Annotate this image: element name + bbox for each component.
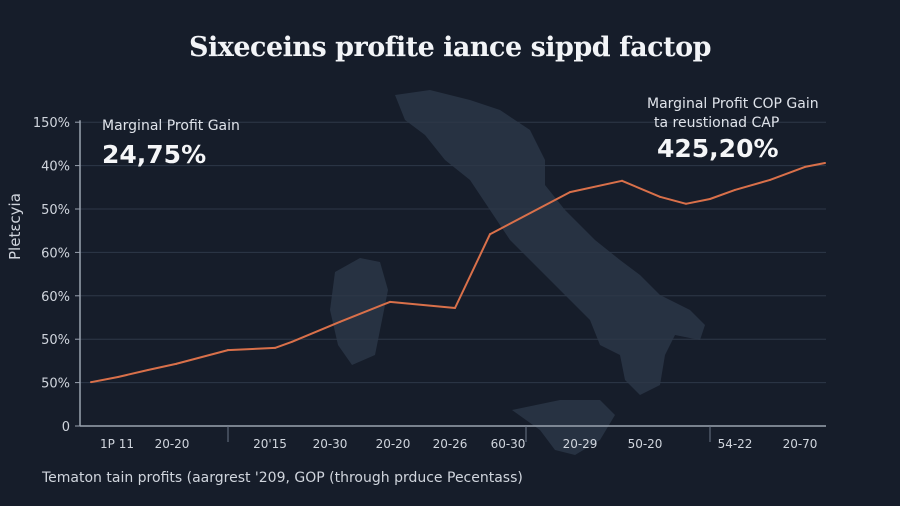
data-point <box>569 191 571 194</box>
data-point <box>709 198 711 201</box>
y-tick-label: 0 <box>62 420 70 435</box>
data-point <box>659 195 661 198</box>
data-point <box>90 381 92 384</box>
data-point <box>824 161 826 164</box>
y-tick-label: 50% <box>41 333 70 348</box>
y-axis-label: Pletɛcyia <box>6 193 24 260</box>
data-point <box>389 300 391 303</box>
y-tick-label: 40% <box>41 160 70 175</box>
data-point <box>489 233 491 236</box>
x-tick-label: 54-22 <box>718 437 753 451</box>
annotation-right-value: 425,20% <box>657 134 779 163</box>
x-tick-label: 20-26 <box>433 437 468 451</box>
data-point <box>804 165 806 168</box>
y-tick-label: 50% <box>41 377 70 392</box>
data-point <box>769 178 771 181</box>
x-tick-label: 60-30 <box>491 437 526 451</box>
x-tick-label: 20'15 <box>253 437 287 451</box>
chart-title: Sixeceins profite iance sippd factop <box>189 32 711 63</box>
x-tick-label: 50-20 <box>628 437 663 451</box>
italy-map-background <box>395 90 705 395</box>
x-tick-label: 20-30 <box>313 437 348 451</box>
x-tick-label: 20-70 <box>783 437 818 451</box>
data-point <box>147 369 149 372</box>
x-axis-caption: Tematon tain profits (aargrest '209, GOP… <box>42 470 523 486</box>
y-tick-label: 60% <box>41 246 70 261</box>
sardinia-map-background <box>330 258 388 365</box>
data-point <box>454 306 456 309</box>
y-tick-label: 50% <box>41 203 70 218</box>
annotation-right-sublabel: ta reustionad CAP <box>654 115 780 131</box>
x-tick-label: 20-20 <box>376 437 411 451</box>
data-point <box>175 362 177 365</box>
data-point <box>621 179 623 182</box>
x-tick-label: 1P 11 <box>100 437 134 451</box>
data-point <box>291 340 293 343</box>
series-line <box>90 162 826 384</box>
y-tick-label: 60% <box>41 290 70 305</box>
data-point <box>734 188 736 191</box>
x-tick-label: 20-29 <box>563 437 598 451</box>
annotation-right-label: Marginal Profit COP Gain <box>647 96 819 112</box>
annotation-left-value: 24,75% <box>102 140 207 169</box>
data-point <box>274 346 276 349</box>
y-tick-label: 150% <box>33 116 70 131</box>
x-tick-label: 20-20 <box>155 437 190 451</box>
data-point <box>685 202 687 205</box>
data-point <box>117 375 119 378</box>
data-point <box>339 320 341 323</box>
data-point <box>227 349 229 352</box>
annotation-left-label: Marginal Profit Gain <box>102 118 240 134</box>
sicily-map-background <box>512 400 615 455</box>
